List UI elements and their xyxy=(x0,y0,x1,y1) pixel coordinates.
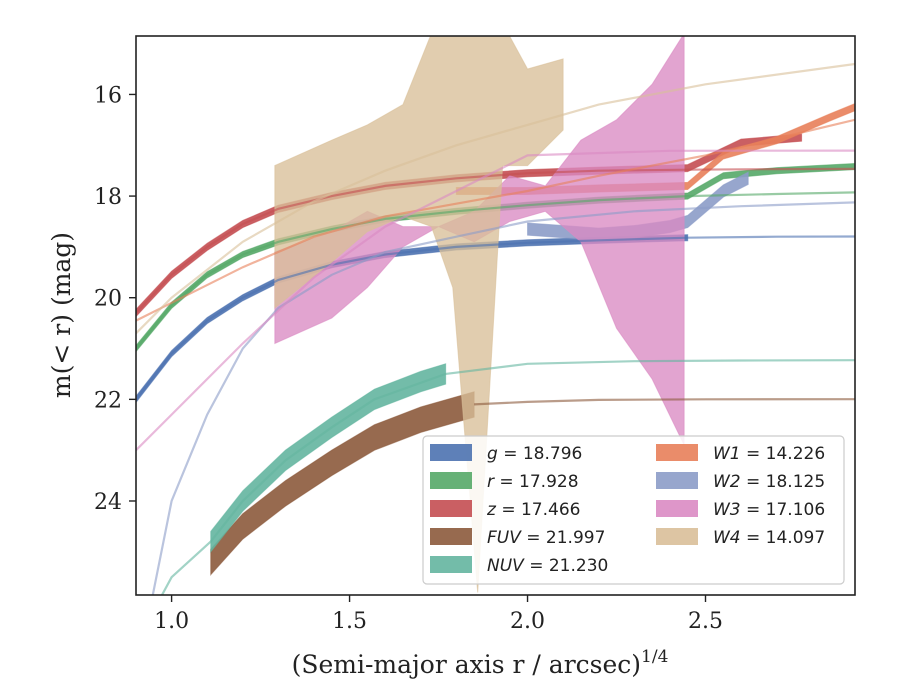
y-axis: 16 18 20 22 24 xyxy=(94,83,136,515)
legend-label-r: r = 17.928 xyxy=(487,472,579,492)
x-tick-label: 2.0 xyxy=(510,609,545,634)
y-tick-label: 18 xyxy=(94,185,122,210)
line-w4 xyxy=(136,62,855,335)
y-tick-label: 16 xyxy=(94,83,122,108)
legend-swatch-w4 xyxy=(656,528,698,545)
x-tick-label: 2.5 xyxy=(688,609,723,634)
line-w1 xyxy=(136,118,855,322)
legend-swatch-g xyxy=(430,444,472,461)
y-tick-label: 20 xyxy=(94,287,122,312)
line-fuv xyxy=(474,398,855,406)
legend: g = 18.796 r = 17.928 z = 17.466 FUV = 21.9… xyxy=(422,435,845,585)
x-axis: 1.0 1.5 2.0 2.5 xyxy=(154,595,723,634)
line-z xyxy=(136,167,855,314)
line-w2 xyxy=(151,201,855,595)
line-r xyxy=(136,191,855,350)
line-w3 xyxy=(136,149,855,451)
legend-swatch-r xyxy=(430,472,472,489)
x-tick-label: 1.5 xyxy=(332,609,367,634)
line-g xyxy=(136,235,855,400)
x-tick-label: 1.0 xyxy=(154,609,189,634)
legend-label-g: g = 18.796 xyxy=(487,444,582,464)
line-nuv xyxy=(160,359,855,595)
legend-label-w2: W2 = 18.125 xyxy=(713,472,825,492)
legend-label-w3: W3 = 17.106 xyxy=(713,500,825,520)
legend-swatch-z xyxy=(430,500,472,517)
legend-frame xyxy=(422,435,845,585)
legend-label-nuv: NUV = 21.230 xyxy=(487,556,608,576)
legend-swatch-nuv xyxy=(430,556,472,573)
legend-swatch-w2 xyxy=(656,472,698,489)
y-tick-label: 22 xyxy=(94,388,122,413)
legend-label-z: z = 17.466 xyxy=(486,500,580,520)
model-lines xyxy=(136,62,855,595)
y-axis-label: m(< r) (mag) xyxy=(47,232,76,398)
legend-label-w4: W4 = 14.097 xyxy=(713,528,825,548)
band-g xyxy=(136,234,689,404)
plot-frame xyxy=(135,35,856,596)
legend-swatch-w3 xyxy=(656,500,698,517)
legend-swatch-fuv xyxy=(430,528,472,545)
legend-swatch-w1 xyxy=(656,444,698,461)
y-tick-label: 24 xyxy=(94,490,122,515)
x-axis-label: (Semi-major axis r / arcsec)1/4 xyxy=(292,647,669,679)
legend-label-w1: W1 = 14.226 xyxy=(713,444,825,464)
legend-label-fuv: FUV = 21.997 xyxy=(487,528,605,548)
